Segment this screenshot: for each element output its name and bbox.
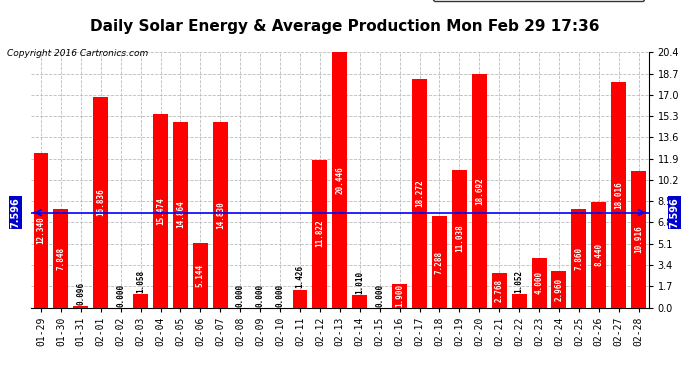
Bar — [353, 295, 367, 307]
Bar — [512, 294, 526, 307]
Text: 4.000: 4.000 — [535, 271, 544, 294]
Bar — [452, 170, 467, 308]
Text: 1.900: 1.900 — [395, 284, 404, 307]
Text: Copyright 2016 Cartronics.com: Copyright 2016 Cartronics.com — [7, 49, 148, 58]
Bar — [472, 74, 486, 308]
Text: 18.692: 18.692 — [475, 177, 484, 204]
Bar — [313, 160, 327, 308]
Bar — [133, 294, 148, 307]
Bar — [293, 290, 308, 308]
Bar — [333, 52, 347, 308]
Text: 14.864: 14.864 — [176, 201, 185, 228]
Bar — [591, 202, 607, 308]
Text: 11.822: 11.822 — [315, 220, 324, 248]
Text: 7.288: 7.288 — [435, 251, 444, 273]
Text: 2.768: 2.768 — [495, 279, 504, 302]
Bar — [73, 306, 88, 308]
Bar — [93, 97, 108, 308]
Bar — [551, 270, 566, 308]
Text: Daily Solar Energy & Average Production Mon Feb 29 17:36: Daily Solar Energy & Average Production … — [90, 19, 600, 34]
Bar — [631, 171, 646, 308]
Bar — [392, 284, 407, 308]
Text: 7.596: 7.596 — [670, 197, 680, 228]
Text: 18.016: 18.016 — [614, 181, 623, 209]
Text: 7.848: 7.848 — [57, 247, 66, 270]
Text: 14.830: 14.830 — [216, 201, 225, 229]
Bar — [412, 79, 427, 308]
Text: 1.010: 1.010 — [355, 270, 364, 294]
Text: 11.038: 11.038 — [455, 225, 464, 252]
Text: 7.860: 7.860 — [574, 247, 583, 270]
Bar — [193, 243, 208, 308]
Text: 0.000: 0.000 — [116, 284, 125, 307]
Text: 2.960: 2.960 — [555, 278, 564, 301]
Text: 1.052: 1.052 — [515, 270, 524, 293]
Bar — [492, 273, 506, 308]
Text: 0.000: 0.000 — [255, 284, 265, 307]
Text: 0.000: 0.000 — [375, 284, 384, 307]
Text: 1.426: 1.426 — [295, 265, 304, 288]
Text: 1.058: 1.058 — [136, 270, 145, 293]
Text: 8.440: 8.440 — [594, 243, 603, 266]
Bar — [34, 153, 48, 308]
Text: 5.144: 5.144 — [196, 264, 205, 287]
Bar — [153, 114, 168, 308]
Bar — [611, 82, 627, 308]
Bar — [173, 122, 188, 308]
Bar — [53, 209, 68, 308]
Bar — [531, 258, 546, 307]
Text: 15.474: 15.474 — [156, 197, 165, 225]
Text: 10.916: 10.916 — [634, 225, 643, 253]
Text: 12.340: 12.340 — [37, 216, 46, 244]
Bar — [571, 209, 586, 308]
Bar — [213, 122, 228, 308]
Text: 7.596: 7.596 — [10, 197, 20, 228]
Text: 0.000: 0.000 — [275, 284, 284, 307]
Bar — [432, 216, 447, 308]
Text: 16.836: 16.836 — [97, 188, 106, 216]
Legend: Average  (kWh), Daily  (kWh): Average (kWh), Daily (kWh) — [433, 0, 644, 1]
Text: 20.446: 20.446 — [335, 166, 344, 194]
Text: 18.272: 18.272 — [415, 179, 424, 207]
Text: 0.000: 0.000 — [236, 284, 245, 307]
Text: 0.096: 0.096 — [77, 282, 86, 305]
